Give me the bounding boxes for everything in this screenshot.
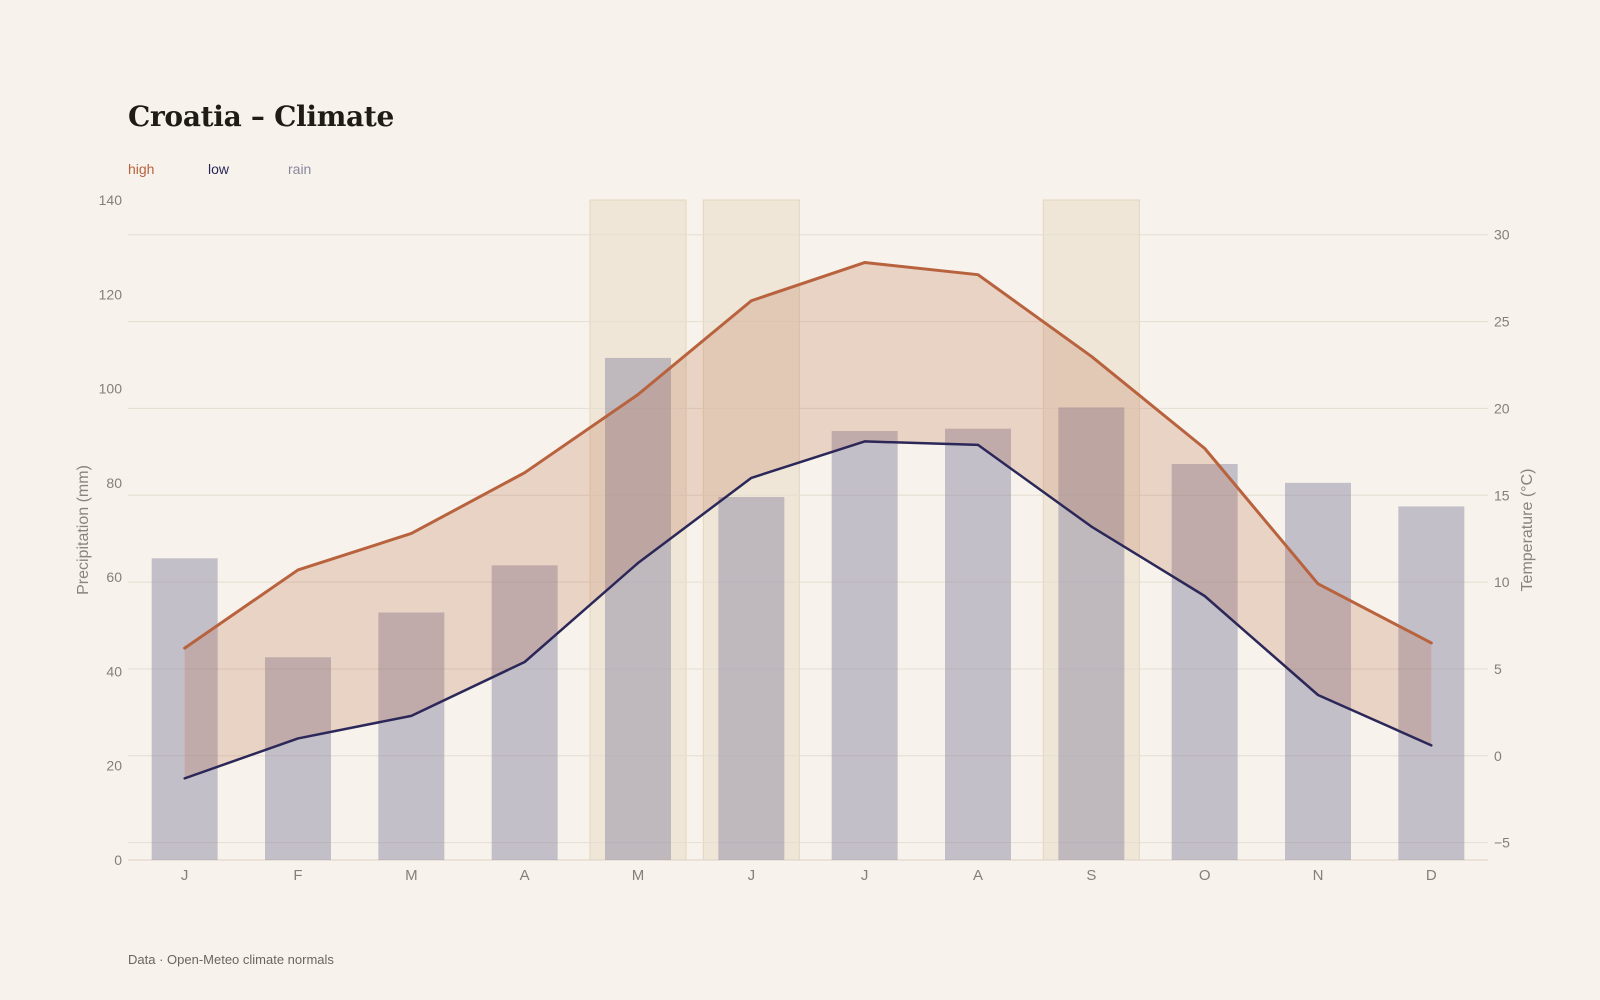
y-left-tick-label: 80 [106,475,122,491]
rain-bar [1171,464,1238,860]
y-left-tick-label: 120 [99,286,123,302]
x-tick-label: M [405,867,418,884]
highlight-band [1042,199,1140,861]
y-right-tick-label: −5 [1494,835,1510,851]
grid-lines [128,234,1488,861]
highlight-band [589,199,687,861]
x-tick-label: A [973,867,983,884]
y-left-tick-label: 100 [99,381,123,397]
y-right-tick-label: 0 [1494,748,1502,764]
rain-bar [151,558,218,860]
y-axis-left-title: Precipitation (mm) [75,465,92,595]
rain-bar [945,428,1011,860]
rain-bar [718,497,785,860]
rain-bar [831,431,898,860]
temp-range-area [184,262,1432,779]
highlight-bands [589,199,1140,861]
temperature-range-area [184,262,1432,779]
y-right-tick-label: 10 [1494,574,1510,590]
axis-ticks: 0 20 40 60 80 100 120 140 −5 0 5 10 15 20 25 30 J F M A M J J A… [99,192,1511,884]
x-tick-label: A [520,867,530,884]
rain-bar [1398,506,1465,860]
x-tick-label: O [1199,867,1211,884]
x-tick-label: D [1426,867,1437,884]
highlight-band [702,199,800,861]
rain-bar [491,565,558,860]
high-temp-line [183,261,1433,650]
y-right-tick-label: 5 [1494,661,1502,677]
rain-bar [1285,482,1351,860]
legend: high low rain [128,161,368,177]
rain-bar [378,612,445,860]
rain-bars [151,357,1465,860]
x-tick-label: M [632,867,645,884]
x-tick-label: J [861,867,869,884]
legend-high: high [128,161,155,177]
y-right-tick-label: 20 [1494,400,1510,416]
x-tick-label: N [1313,867,1324,884]
chart-title: Croatia – Climate [128,100,395,133]
legend-low: low [208,161,230,177]
x-tick-label: F [293,867,302,884]
y-right-tick-label: 15 [1494,487,1510,503]
y-axis-right-title: Temperature (°C) [1519,469,1536,592]
temperature-lines [183,261,1433,780]
low-temp-line [183,440,1433,780]
rain-bar [265,657,331,860]
x-tick-label: J [181,867,189,884]
y-left-tick-label: 140 [99,192,123,208]
legend-rain: rain [288,161,312,177]
y-left-tick-label: 0 [114,852,122,868]
rain-bar [605,357,671,860]
data-source: Data · Open-Meteo climate normals [128,952,334,967]
rain-bar [1058,407,1125,860]
y-left-tick-label: 20 [106,758,122,774]
y-right-tick-label: 25 [1494,314,1510,330]
x-tick-label: J [748,867,756,884]
y-left-tick-label: 60 [106,569,122,585]
x-tick-label: S [1086,867,1096,884]
y-right-tick-label: 30 [1494,227,1510,243]
y-left-tick-label: 40 [106,663,122,679]
